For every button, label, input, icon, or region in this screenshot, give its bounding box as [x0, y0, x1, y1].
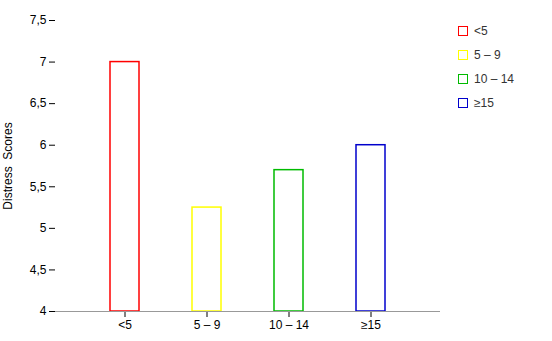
- svg-text:Distress Scores: Distress Scores: [1, 122, 15, 209]
- svg-text:5 – 9: 5 – 9: [194, 318, 221, 332]
- html-text:<5: <5: [474, 24, 488, 38]
- svg-text:4: 4: [40, 304, 47, 318]
- html-text:10 – 14: 10 – 14: [474, 72, 514, 86]
- html-text:≥15: ≥15: [474, 96, 494, 110]
- svg-text:≥15: ≥15: [361, 318, 381, 332]
- svg-text:7: 7: [40, 55, 47, 69]
- svg-text:6,5: 6,5: [30, 96, 47, 110]
- svg-text:6: 6: [40, 138, 47, 152]
- svg-text:<5: <5: [118, 318, 132, 332]
- svg-text:5: 5: [40, 221, 47, 235]
- svg-text:4,5: 4,5: [30, 263, 47, 277]
- html-text:5 – 9: 5 – 9: [474, 48, 501, 62]
- svg-text:7,5: 7,5: [30, 13, 47, 27]
- svg-text:10 – 14: 10 – 14: [269, 318, 309, 332]
- svg-text:5,5: 5,5: [30, 180, 47, 194]
